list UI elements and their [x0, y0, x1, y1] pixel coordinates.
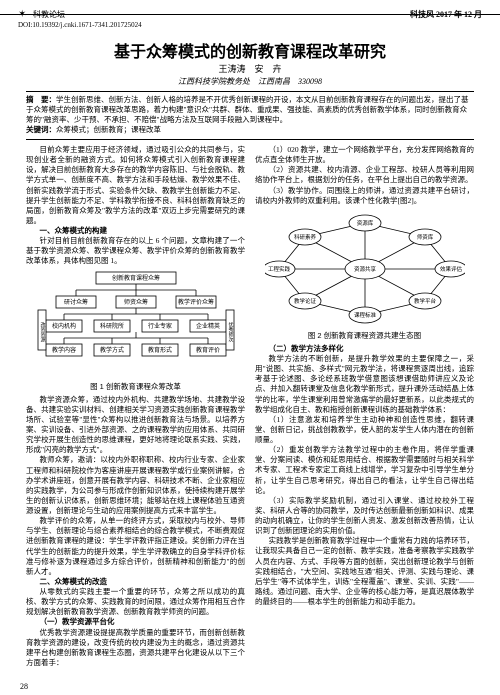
para: （3）实际教学奖励机制，通过引入课堂、通过校校外工程奖、科研人合等的协同教学，及… — [255, 496, 474, 537]
para: （1）020 教学，建立一个网络教学平台，充分发挥网络教育的优点直全体师生开放。 — [255, 145, 474, 165]
para: （1）注意激发和培养学生主动种神和创造性思维，翻转课堂、创新日记，挑战创教教学，… — [255, 415, 474, 445]
figure-2-svg: 资源共享 资源库 师资库 效果评估 教学平台 课程标准 教学论证 工程实践 科研… — [265, 209, 465, 329]
para: 教学评价的众筹，从单一的终评方式，采取校内与校外、导师与学生、创新理论与综合素养… — [26, 516, 245, 577]
svg-text:师资众筹: 师资众筹 — [123, 298, 147, 306]
doi: DOI:10.19392/j.cnki.1671-7341.201725024 — [18, 21, 142, 29]
svg-text:教育形式: 教育形式 — [147, 346, 171, 354]
svg-text:科研素养: 科研素养 — [293, 233, 316, 241]
svg-text:师资库: 师资库 — [416, 233, 433, 241]
figure-2: 资源共享 资源库 师资库 效果评估 教学平台 课程标准 教学论证 工程实践 科研… — [255, 209, 474, 341]
paper-author: 王涛涛 安 卉 — [0, 62, 500, 75]
svg-text:优秀师次: 优秀师次 — [227, 321, 233, 343]
svg-text:教育评价: 教育评价 — [195, 346, 219, 354]
svg-text:行业专家: 行业专家 — [147, 322, 171, 330]
body-columns: 目前众筹主要应用于经济领域，通过吸引公众的共同参与，实现创业者全新的融资方式。如… — [26, 145, 474, 681]
svg-text:资源库: 资源库 — [356, 219, 373, 227]
svg-text:课程标准: 课程标准 — [353, 311, 376, 319]
header-star-icon: ✶ — [18, 9, 26, 20]
para: 针对目前目前创新教育存在的以上 6 个问题，文章构建了一个基于教学资源众筹、教学… — [26, 236, 245, 266]
svg-text:企业精英: 企业精英 — [195, 322, 219, 330]
svg-text:研讨众筹: 研讨众筹 — [63, 298, 87, 306]
svg-text:创新教育课程众筹: 创新教育课程众筹 — [111, 274, 159, 282]
figure-2-caption: 图 2 创新教育课程资源共建生态图 — [255, 331, 474, 341]
para: 目前众筹主要应用于经济领域，通过吸引公众的共同参与，实现创业者全新的融资方式。如… — [26, 145, 245, 226]
section-head-2: 二、众筹模式的改造 — [26, 577, 245, 587]
paper-title: 基于众筹模式的创新教育课程改革研究 — [0, 38, 500, 62]
svg-text:教学方式: 教学方式 — [99, 346, 123, 354]
para: （2）资源共建、校内清源、企业工程部、校研人员等利用网络协作平台上，根据划分的任… — [255, 165, 474, 185]
paper-affiliation: 江西科技学院教务处 江西南昌 330098 — [0, 76, 500, 87]
para: 实践教学是创新教育教学过程中一个重常有力践的培养环节，让我现实具备自己一定的创新… — [255, 536, 474, 607]
para: （3）教学协作。同围绕上的师讲，通过资源共建平台研讨，请校内外教师的双重利用。该… — [255, 186, 474, 206]
figure-1-caption: 图 1 创新教育课程众筹改革 — [26, 382, 245, 392]
page-number: 28 — [20, 682, 28, 691]
header-section: 科教论坛 — [33, 9, 65, 20]
subhead: （二）教学方法多样化 — [255, 344, 474, 354]
abstract-box: 摘 要：学生创新思维、创新方法、创新人格的培养是不开优秀创新课程的开设，本文从目… — [26, 91, 474, 140]
svg-text:教学论证: 教学论证 — [293, 297, 316, 305]
svg-text:教学评价众筹: 教学评价众筹 — [177, 298, 213, 306]
para: 优秀教学资源建设提提高教学质量的重要环节，而创新创新教育教学资源的建设，改变传统… — [26, 628, 245, 669]
para: （2）重发创教学方法教学过程中的主卷作用，将伴学重课堂、分案间读、模仿和延思用结… — [255, 445, 474, 496]
abstract-label: 摘 要： — [26, 95, 56, 104]
subhead: （一）教学资源平台化 — [26, 617, 245, 627]
para: 从零数式的实践主要一个重要的环节，众筹之所以成功的真核、教学方式的众筹、实践教育… — [26, 587, 245, 617]
abstract-text: 学生创新思维、创新方法、创新人格的培养是不开优秀创新课程的开设，本文从目前创新教… — [26, 95, 469, 124]
svg-text:资源共享: 资源共享 — [353, 265, 376, 273]
svg-text:改资资源: 改资资源 — [39, 321, 45, 343]
svg-text:教学内容: 教学内容 — [51, 346, 75, 354]
figure-1: 创新教育课程众筹 研讨众筹 师资众筹 教学评价众筹 校内机构 科研院所 行业专家… — [26, 270, 245, 392]
para: 教学资源众筹，通过校内外机构、共建教学场地、共建教学设备、共建实验实训材料、创建… — [26, 395, 245, 456]
keyword-label: 关键词： — [26, 125, 56, 134]
para: 教学方法的不断创新，是提升教学效果的主要保障之一，采用"说图、共实施、多样式"网… — [255, 354, 474, 415]
para: 教师众筹，邀请：以校内外职称职称、校内行业专家、企业家工程师和科研院校作为客座讲… — [26, 455, 245, 516]
svg-text:教学平台: 教学平台 — [413, 297, 436, 305]
svg-text:校内机构: 校内机构 — [51, 322, 75, 330]
header-issue: 科技风 2017 年 12 月 — [410, 9, 482, 20]
svg-text:工程实践: 工程实践 — [267, 265, 290, 273]
svg-text:科研院所: 科研院所 — [99, 322, 123, 330]
section-head-1: 一、众筹模式的构建 — [26, 226, 245, 236]
svg-text:效果评估: 效果评估 — [439, 265, 462, 273]
keyword-text: 众筹模式；创新教育；课程改革 — [56, 125, 161, 134]
figure-1-svg: 创新教育课程众筹 研讨众筹 师资众筹 教学评价众筹 校内机构 科研院所 行业专家… — [36, 270, 236, 380]
